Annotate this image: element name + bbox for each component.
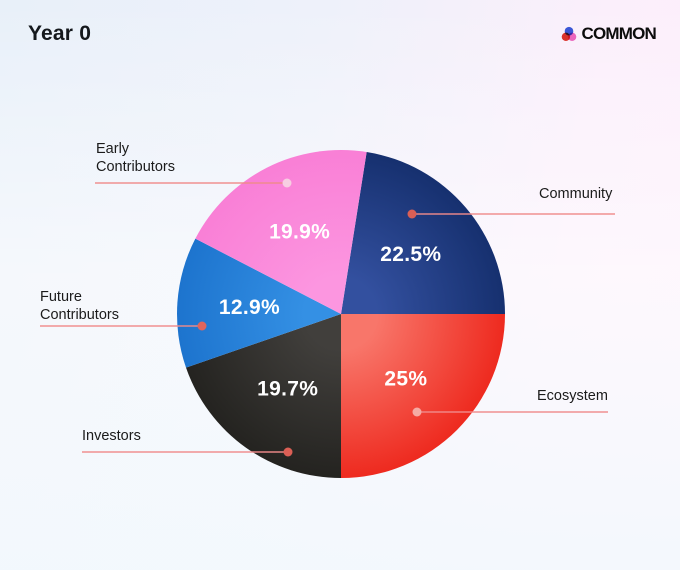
leader-dot-early-contributors <box>282 178 292 188</box>
slice-value-investors: 19.7% <box>257 377 318 400</box>
callout-label-ecosystem: Ecosystem <box>537 388 608 404</box>
leader-dot-future-contributors <box>197 321 207 331</box>
pie-slice-ecosystem <box>341 314 505 478</box>
brand-name: COMMON <box>581 24 656 43</box>
common-logo-icon <box>562 26 577 41</box>
pie-slice-future-contributors <box>177 238 341 368</box>
page-title: Year 0 <box>28 22 92 45</box>
slice-value-future-contributors: 12.9% <box>219 296 280 319</box>
callout-label-early-contributors: Early Contributors <box>96 141 175 175</box>
slice-value-early-contributors: 19.9% <box>269 221 330 244</box>
leader-dot-ecosystem <box>412 407 422 417</box>
pie-slice-community <box>341 152 505 314</box>
callout-label-future-contributors: Future Contributors <box>40 289 119 323</box>
leader-dot-investors <box>283 447 293 457</box>
leader-dot-community <box>407 209 417 219</box>
slice-value-ecosystem: 25% <box>384 367 427 390</box>
brand-logo: COMMON <box>561 24 657 44</box>
pie-slice-early-contributors <box>195 150 367 314</box>
slice-value-community: 22.5% <box>380 243 441 266</box>
callout-label-investors: Investors <box>82 428 141 444</box>
callout-label-community: Community <box>539 186 613 202</box>
pie-slice-investors <box>186 314 341 478</box>
